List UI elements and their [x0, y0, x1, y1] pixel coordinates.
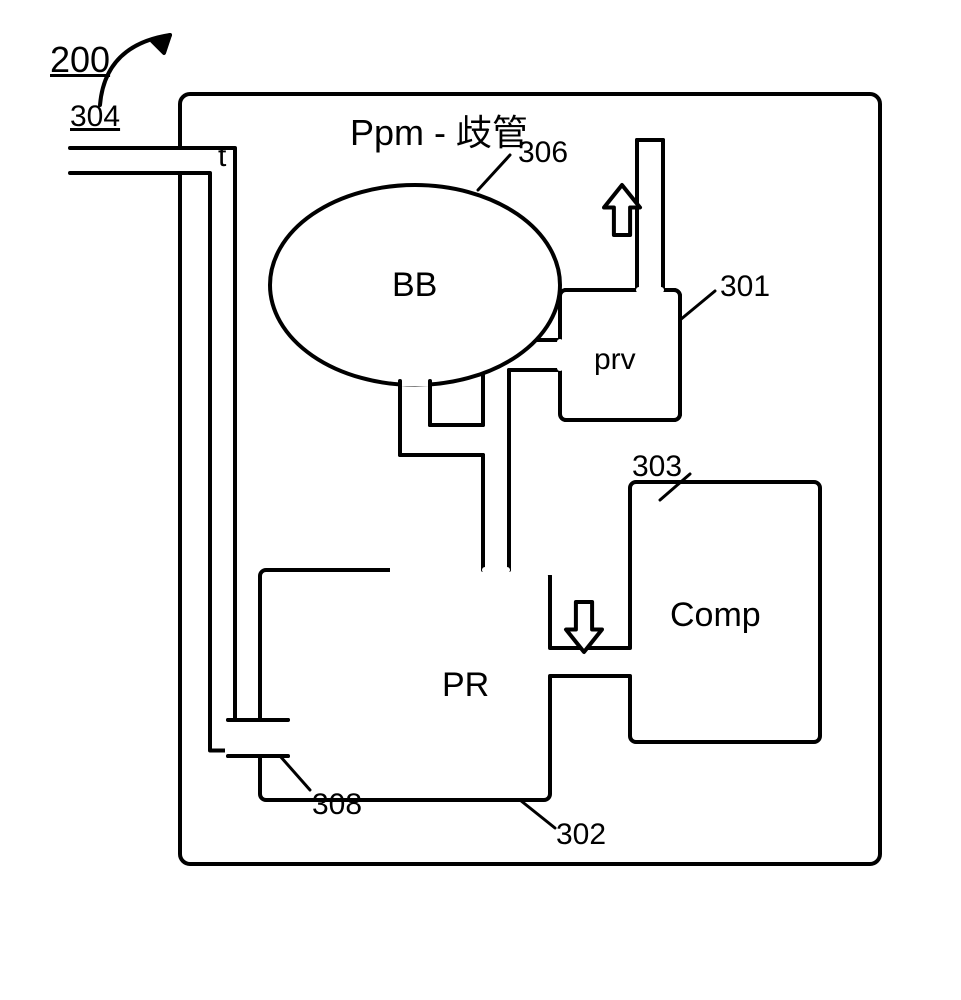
label-pipe_t: t	[218, 140, 226, 174]
label-l302: 302	[556, 818, 606, 852]
label-l301: 301	[720, 270, 770, 304]
label-pipe_304_underline: 304	[70, 100, 120, 134]
label-fig_num: 200	[50, 39, 110, 81]
label-comp: Comp	[670, 596, 761, 635]
label-prv: prv	[594, 343, 636, 377]
label-l308: 308	[312, 788, 362, 822]
label-pr: PR	[442, 666, 489, 705]
label-ppm: Ppm - 歧管	[350, 104, 528, 156]
label-l303: 303	[632, 450, 682, 484]
label-l306: 306	[518, 136, 568, 170]
label-bb: BB	[392, 266, 437, 305]
